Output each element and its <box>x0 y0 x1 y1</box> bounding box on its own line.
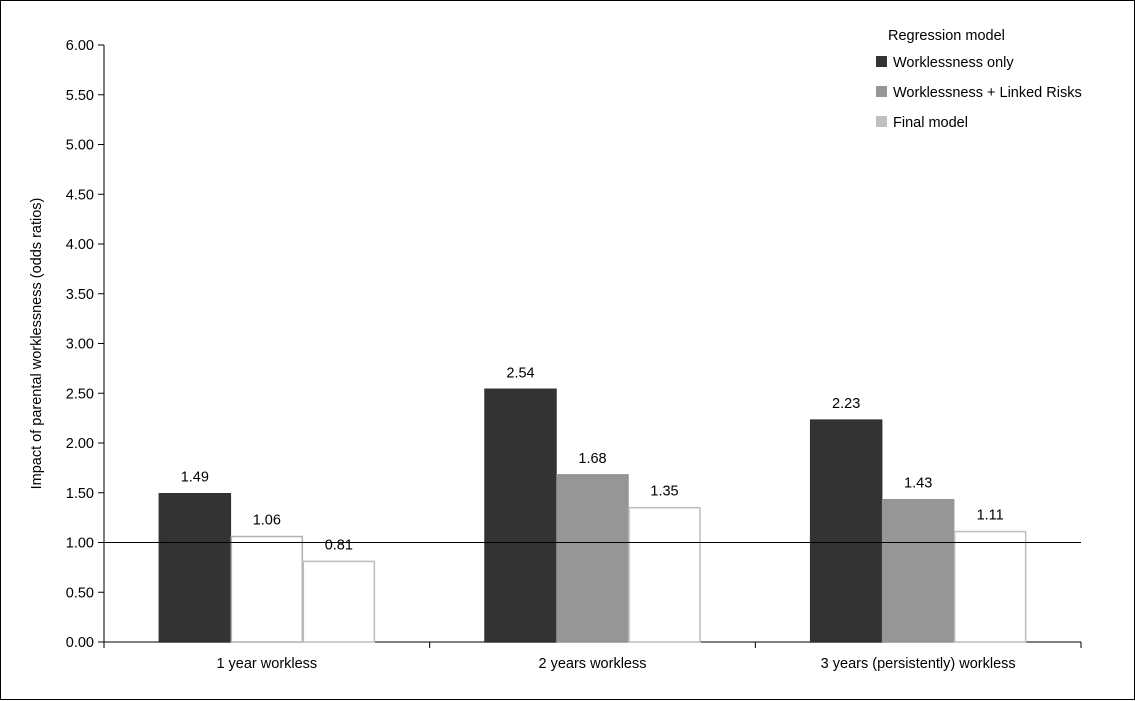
y-tick-label: 2.50 <box>66 386 94 402</box>
bar <box>628 506 701 643</box>
legend-entry: Worklessness + Linked Risks <box>893 85 1082 101</box>
y-tick-label: 0.00 <box>66 635 94 651</box>
y-tick-label: 1.00 <box>66 536 94 552</box>
bar-value-label: 2.23 <box>832 396 860 412</box>
legend-entry: Worklessness only <box>893 55 1014 71</box>
bar-value-label: 1.49 <box>181 470 209 486</box>
legend-entry: Final model <box>893 115 968 131</box>
y-tick-label: 1.50 <box>66 486 94 502</box>
x-axis: 1 year workless 2 years workless 3 years (… <box>103 641 1082 672</box>
y-tick-label: 3.00 <box>66 337 94 353</box>
legend-swatch <box>876 116 887 127</box>
legend-title: Regression model <box>888 28 1005 44</box>
bar <box>809 419 883 643</box>
y-tick-label: 5.00 <box>66 138 94 154</box>
y-tick-label: 0.50 <box>66 585 94 601</box>
bar <box>158 492 232 643</box>
y-tick-label: 4.50 <box>66 187 94 203</box>
legend-swatch <box>876 56 887 67</box>
x-tick-label: 1 year workless <box>216 656 317 672</box>
y-axis-title: Impact of parental worklessness (odds ra… <box>29 198 45 490</box>
y-tick-label: 4.00 <box>66 237 94 253</box>
y-tick-label: 5.50 <box>66 88 94 104</box>
x-tick-label: 3 years (persistently) workless <box>821 656 1016 672</box>
bar-value-label: 1.11 <box>977 508 1004 524</box>
bar-value-label: 1.68 <box>578 451 606 467</box>
bar-value-label: 0.81 <box>325 537 353 553</box>
bars <box>158 388 1027 643</box>
bar <box>302 560 376 643</box>
x-tick-label: 2 years workless <box>539 656 647 672</box>
bar <box>230 535 304 643</box>
data-labels: 1.49 2.54 2.23 1.06 1.68 1.43 0.81 1.35 1.11 <box>181 365 1004 553</box>
bar-value-label: 2.54 <box>506 365 534 381</box>
bar <box>953 530 1027 643</box>
bar-value-label: 1.43 <box>904 476 932 492</box>
y-tick-label: 2.00 <box>66 436 94 452</box>
bar <box>556 474 629 643</box>
bar-value-label: 1.06 <box>253 513 281 529</box>
bar <box>484 388 557 643</box>
y-axis: 0.00 0.50 1.00 1.50 2.00 2.50 3.00 3.50 4.00 4.50… <box>66 38 105 651</box>
y-tick-label: 3.50 <box>66 287 94 303</box>
bar-value-label: 1.35 <box>650 484 678 500</box>
y-tick-label: 6.00 <box>66 38 94 54</box>
legend: Regression model Worklessness only Workle… <box>876 28 1082 131</box>
bar <box>881 498 955 643</box>
legend-swatch <box>876 86 887 97</box>
